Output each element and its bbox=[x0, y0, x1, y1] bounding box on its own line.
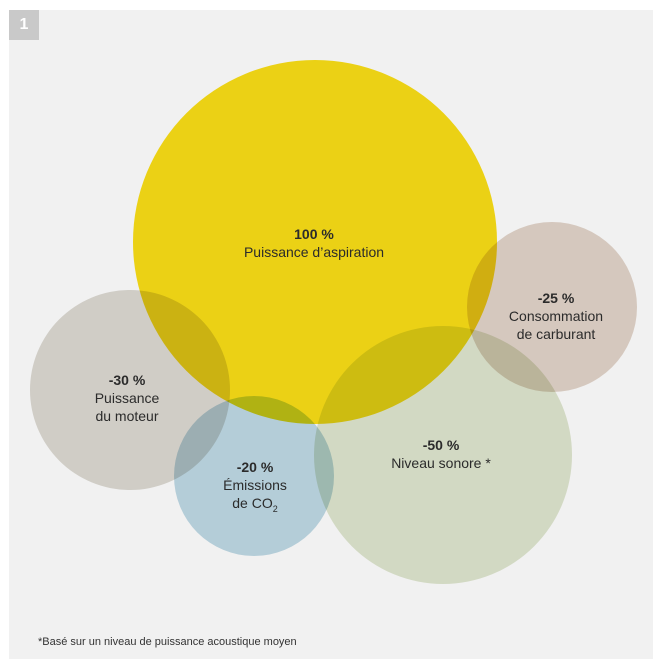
aspiration-text: Puissance d’aspiration bbox=[243, 244, 385, 260]
sonore-value: -50 % bbox=[422, 437, 460, 453]
aspiration-value: 100 % bbox=[294, 226, 334, 242]
label-co2: -20 % Émissions de CO2 bbox=[223, 458, 287, 518]
co2-text-2: de CO2 bbox=[223, 494, 287, 518]
circle-sonore bbox=[314, 326, 572, 584]
footnote: *Basé sur un niveau de puissance acousti… bbox=[38, 636, 297, 648]
label-aspiration: 100 % Puissance d’aspiration bbox=[244, 225, 384, 261]
moteur-text-2: du moteur bbox=[95, 408, 159, 424]
co2-subscript: 2 bbox=[272, 503, 278, 514]
moteur-value: -30 % bbox=[108, 372, 146, 388]
co2-text-1: Émissions bbox=[223, 477, 287, 493]
label-carburant: -25 % Consommation de carburant bbox=[509, 289, 603, 343]
circle-co2 bbox=[174, 396, 334, 556]
figure-number-badge: 1 bbox=[9, 10, 39, 40]
carburant-value: -25 % bbox=[537, 290, 575, 306]
co2-value: -20 % bbox=[236, 459, 274, 475]
moteur-text-1: Puissance bbox=[94, 390, 160, 406]
carburant-text-2: de carburant bbox=[516, 326, 596, 342]
label-sonore: -50 % Niveau sonore * bbox=[391, 436, 491, 472]
carburant-text-1: Consommation bbox=[508, 308, 604, 324]
co2-text-2-main: de CO bbox=[232, 495, 273, 511]
label-moteur: -30 % Puissance du moteur bbox=[95, 371, 160, 425]
sonore-text: Niveau sonore * bbox=[391, 455, 491, 471]
